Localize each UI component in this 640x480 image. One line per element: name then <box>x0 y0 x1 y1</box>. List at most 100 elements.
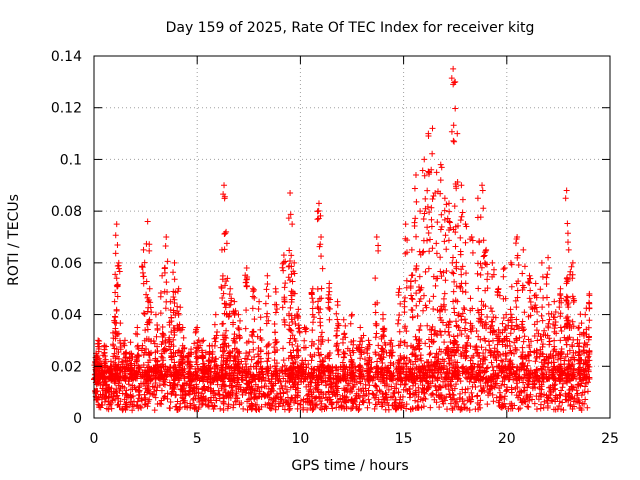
data-point <box>438 164 445 171</box>
data-point <box>167 346 174 353</box>
data-point <box>480 350 487 357</box>
data-point <box>111 345 118 352</box>
data-point <box>375 242 382 249</box>
data-point <box>193 372 200 379</box>
data-point <box>301 337 308 344</box>
data-point <box>455 375 462 382</box>
data-point <box>272 362 279 369</box>
data-point <box>563 341 570 348</box>
data-point <box>527 391 534 398</box>
data-point <box>219 367 226 374</box>
data-point <box>586 317 593 324</box>
data-point-peak <box>462 221 469 228</box>
data-point <box>112 289 119 296</box>
data-point <box>291 399 298 406</box>
data-point <box>501 327 508 334</box>
data-point <box>152 394 159 401</box>
data-point <box>529 385 536 392</box>
data-point <box>221 334 228 341</box>
data-point <box>134 371 141 378</box>
data-point <box>112 232 119 239</box>
data-point <box>314 286 321 293</box>
data-point <box>348 405 355 412</box>
data-point <box>437 177 444 184</box>
data-point <box>463 368 470 375</box>
data-point <box>356 394 363 401</box>
data-point <box>484 285 491 292</box>
data-point <box>402 294 409 301</box>
data-point <box>146 241 153 248</box>
data-point <box>556 391 563 398</box>
data-point-peak <box>379 311 386 318</box>
data-point <box>269 400 276 407</box>
data-point <box>397 352 404 359</box>
data-point <box>291 270 298 277</box>
data-point <box>225 350 232 357</box>
data-point <box>562 195 569 202</box>
data-point <box>379 325 386 332</box>
data-point <box>244 273 251 280</box>
data-point <box>424 237 431 244</box>
data-point <box>123 349 130 356</box>
data-point <box>412 277 419 284</box>
data-point <box>178 349 185 356</box>
data-point <box>454 222 461 229</box>
data-point <box>387 359 394 366</box>
data-point-peak <box>452 78 459 85</box>
data-point <box>136 383 143 390</box>
data-point <box>459 209 466 216</box>
data-point <box>539 370 546 377</box>
data-point-peak <box>144 218 151 225</box>
data-point <box>457 234 464 241</box>
data-point <box>315 215 322 222</box>
data-point <box>482 368 489 375</box>
data-point <box>315 345 322 352</box>
data-point <box>281 321 288 328</box>
data-point <box>396 360 403 367</box>
data-point <box>101 360 108 367</box>
data-point <box>449 407 456 414</box>
data-point <box>453 363 460 370</box>
data-point <box>327 376 334 383</box>
data-point <box>221 300 228 307</box>
data-point <box>350 349 357 356</box>
data-point <box>146 364 153 371</box>
data-point <box>455 368 462 375</box>
data-point <box>458 266 465 273</box>
data-point <box>447 348 454 355</box>
data-point <box>318 375 325 382</box>
data-point <box>301 344 308 351</box>
data-point <box>112 335 119 342</box>
data-point <box>524 384 531 391</box>
data-point <box>526 295 533 302</box>
data-point-peak <box>468 234 475 240</box>
data-point <box>419 167 426 174</box>
data-point <box>562 390 569 397</box>
data-point <box>552 375 559 382</box>
data-point <box>310 389 317 396</box>
data-point <box>453 381 460 388</box>
data-point <box>216 391 223 398</box>
data-point <box>242 360 249 367</box>
data-point <box>135 364 142 371</box>
data-point <box>513 367 520 374</box>
data-point <box>318 329 325 336</box>
data-point-peak <box>194 324 201 331</box>
data-point <box>283 399 290 406</box>
data-point <box>101 398 108 405</box>
data-point <box>537 365 544 372</box>
y-tick-label: 0.02 <box>51 359 82 375</box>
data-point <box>543 294 550 301</box>
data-point <box>519 349 526 356</box>
data-point <box>372 334 379 341</box>
data-point <box>494 375 501 382</box>
data-point <box>374 358 381 365</box>
data-point <box>222 230 229 237</box>
data-point-peak <box>140 246 147 253</box>
data-point <box>285 215 292 222</box>
data-point <box>452 229 459 236</box>
data-point <box>463 405 470 412</box>
data-point <box>450 270 457 277</box>
data-point <box>136 391 143 398</box>
data-point <box>428 204 435 211</box>
